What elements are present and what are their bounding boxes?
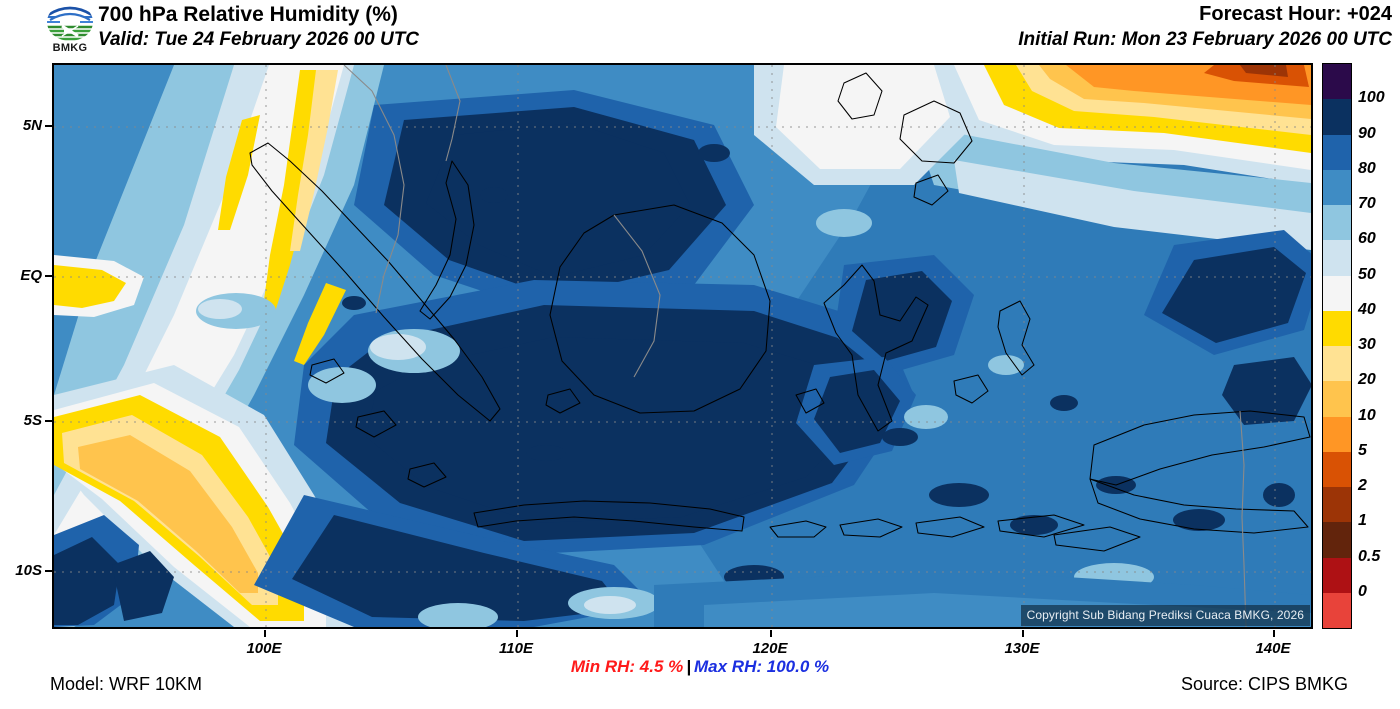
- lat-label-eq: EQ: [20, 267, 42, 284]
- graticule: [54, 65, 1311, 627]
- lon-label-130e: 130E: [1004, 640, 1040, 657]
- colorbar-band-5: [1323, 416, 1351, 452]
- colorbar-band-50: [1323, 240, 1351, 276]
- forecast-hour: Forecast Hour: +024: [1199, 3, 1392, 25]
- minmax-separator: |: [686, 657, 692, 676]
- lon-tick-140e: [1273, 630, 1275, 637]
- lat-tick-5s: [45, 420, 52, 422]
- colorbar-tick-0: 0: [1358, 582, 1367, 600]
- map-canvas[interactable]: Copyright Sub Bidang Prediksi Cuaca BMKG…: [52, 63, 1313, 629]
- initial-run: Initial Run: Mon 23 February 2026 00 UTC: [1018, 29, 1392, 50]
- colorbar-band-60: [1323, 205, 1351, 241]
- colorbar-tick-1: 1: [1358, 512, 1367, 530]
- colorbar-band-30: [1323, 310, 1351, 346]
- colorbar-band-0: [1323, 557, 1351, 593]
- colorbar[interactable]: [1322, 63, 1352, 629]
- lat-tick-10s: [45, 570, 52, 572]
- colorbar-tick-20: 20: [1358, 371, 1376, 389]
- colorbar-tick-80: 80: [1358, 159, 1376, 177]
- lat-label-5s: 5S: [23, 412, 42, 429]
- colorbar-band-1: [1323, 487, 1351, 523]
- lat-tick-5n: [45, 125, 52, 127]
- colorbar-band-40: [1323, 275, 1351, 311]
- bmkg-logo-text: BMKG: [52, 42, 88, 54]
- lon-label-120e: 120E: [752, 640, 788, 657]
- colorbar-tick-50: 50: [1358, 265, 1376, 283]
- lat-label-5n: 5N: [22, 117, 42, 134]
- lon-tick-110e: [516, 630, 518, 637]
- colorbar-labels: 100 90 80 70 60 50 40 30 20 10 5 2 1 0.5 0: [1358, 63, 1400, 629]
- colorbar-band-70: [1323, 169, 1351, 205]
- colorbar-tick-5: 5: [1358, 441, 1367, 459]
- model-label: Model: WRF 10KM: [50, 674, 203, 694]
- valid-time: Valid: Tue 24 February 2026 00 UTC: [98, 29, 420, 50]
- header-left: 700 hPa Relative Humidity (%) Valid: Tue…: [98, 2, 419, 52]
- colorbar-tick-40: 40: [1358, 300, 1376, 318]
- lon-tick-130e: [1022, 630, 1024, 637]
- lon-label-110e: 110E: [499, 640, 533, 657]
- header-right: Forecast Hour: +024 Initial Run: Mon 23 …: [1018, 2, 1392, 52]
- colorbar-tick-90: 90: [1358, 124, 1376, 142]
- lon-tick-120e: [770, 630, 772, 637]
- colorbar-tick-2: 2: [1358, 477, 1367, 494]
- lat-label-10s: 10S: [15, 562, 42, 579]
- minmax-readout: Min RH: 4.5 % | Max RH: 100.0 %: [0, 657, 1400, 677]
- source-label: Source: CIPS BMKG: [1180, 674, 1348, 694]
- colorbar-band-under: [1323, 592, 1351, 628]
- colorbar-tick-30: 30: [1358, 336, 1376, 353]
- colorbar-band-100: [1323, 64, 1351, 100]
- colorbar-tick-100: 100: [1358, 89, 1385, 107]
- lon-label-140e: 140E: [1255, 640, 1291, 657]
- lon-label-100e: 100E: [246, 640, 282, 657]
- lat-tick-eq: [45, 275, 52, 277]
- max-rh-value: Max RH: 100.0 %: [694, 657, 830, 676]
- colorbar-tick-10: 10: [1358, 406, 1376, 424]
- colorbar-tick-0.5: 0.5: [1358, 547, 1381, 565]
- coastlines: [249, 72, 1311, 552]
- colorbar-band-20: [1323, 346, 1351, 382]
- colorbar-band-80: [1323, 134, 1351, 170]
- copyright-watermark: Copyright Sub Bidang Prediksi Cuaca BMKG…: [1020, 605, 1310, 626]
- colorbar-band-90: [1323, 99, 1351, 135]
- colorbar-tick-60: 60: [1358, 230, 1376, 248]
- country-borders: [343, 65, 1247, 627]
- bmkg-logo-icon: BMKG: [44, 2, 96, 56]
- colorbar-tick-70: 70: [1358, 195, 1376, 212]
- humidity-contour-field: [54, 65, 1311, 627]
- colorbar-band-0.5: [1323, 522, 1351, 558]
- colorbar-band-10: [1323, 381, 1351, 417]
- colorbar-band-2: [1323, 451, 1351, 487]
- min-rh-value: Min RH: 4.5 %: [570, 657, 684, 676]
- lon-tick-100e: [264, 630, 266, 637]
- page-title: 700 hPa Relative Humidity (%): [98, 3, 398, 26]
